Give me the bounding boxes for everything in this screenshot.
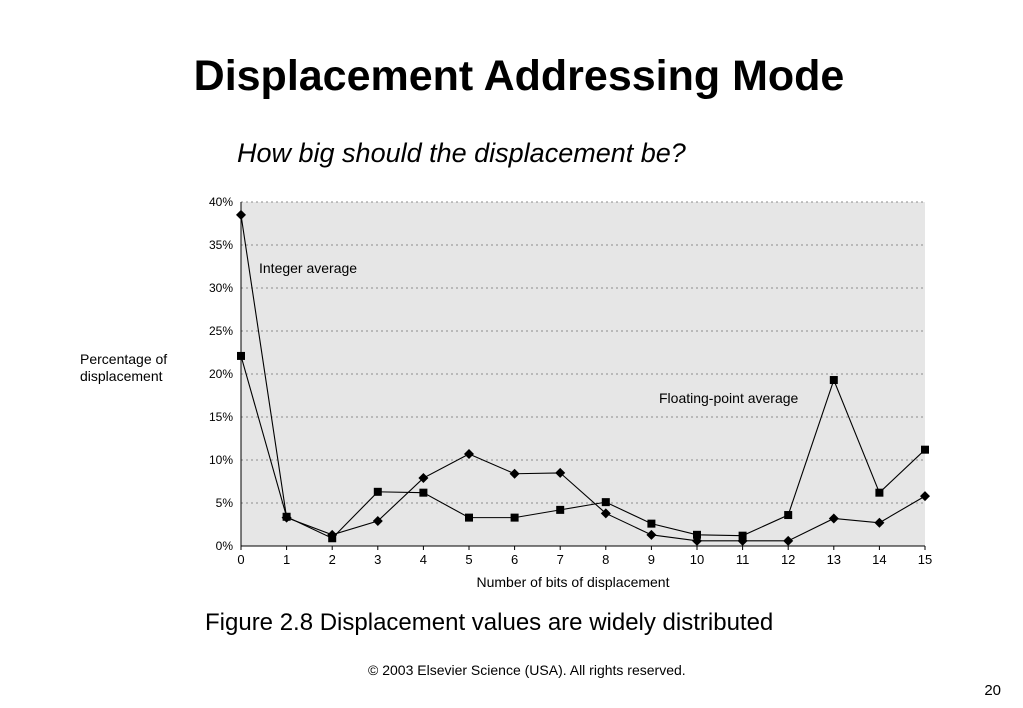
data-point-square xyxy=(784,511,793,520)
figure-caption: Figure 2.8 Displacement values are widel… xyxy=(205,609,774,636)
y-axis-label: Percentage of displacement xyxy=(80,351,167,384)
y-tick-label: 0% xyxy=(216,539,234,553)
data-point-square xyxy=(556,505,565,514)
data-point-diamond xyxy=(372,516,383,527)
y-tick-label: 25% xyxy=(209,324,233,338)
x-tick-label: 9 xyxy=(648,552,655,567)
data-point-diamond xyxy=(828,513,839,524)
y-tick-label: 30% xyxy=(209,281,233,295)
data-point-diamond xyxy=(509,468,520,479)
x-tick-label: 2 xyxy=(329,552,336,567)
x-tick-label: 8 xyxy=(602,552,609,567)
series-line xyxy=(240,214,926,542)
data-point-square xyxy=(465,513,473,522)
slide-title: Displacement Addressing Mode xyxy=(193,52,845,100)
data-point-diamond xyxy=(920,491,930,502)
grid-lines xyxy=(240,201,925,547)
y-axis-label-line: Percentage of xyxy=(80,351,167,367)
data-point-square xyxy=(921,445,929,454)
data-point-diamond xyxy=(418,473,429,484)
x-tick-label: 14 xyxy=(872,552,886,567)
slide-subtitle: How big should the displacement be? xyxy=(237,138,686,168)
copyright-notice: © 2003 Elsevier Science (USA). All right… xyxy=(368,662,686,678)
x-tick-label: 10 xyxy=(690,552,704,567)
series-label-integer: Integer average xyxy=(259,260,357,276)
x-tick-label: 11 xyxy=(736,552,750,567)
data-point-square xyxy=(693,530,701,539)
x-tick-label: 13 xyxy=(827,552,841,567)
series-group xyxy=(236,209,930,546)
y-tick-label: 40% xyxy=(209,195,233,209)
series-line xyxy=(240,355,926,539)
x-tick-label: 0 xyxy=(237,552,244,567)
data-point-diamond xyxy=(236,209,246,220)
data-point-diamond xyxy=(646,529,657,540)
x-axis-ticks: 0 1 2 3 4 5 6 7 8 9 10 11 12 13 14 15 xyxy=(237,546,932,567)
data-point-square xyxy=(373,487,382,496)
data-point-square xyxy=(328,534,337,543)
y-axis-label-line: displacement xyxy=(80,368,163,384)
x-tick-label: 1 xyxy=(283,552,290,567)
data-point-square xyxy=(875,488,884,497)
data-point-square xyxy=(510,513,519,522)
x-tick-label: 12 xyxy=(781,552,795,567)
data-point-square xyxy=(419,488,428,497)
data-point-square xyxy=(237,351,245,360)
x-tick-label: 3 xyxy=(374,552,381,567)
y-tick-label: 20% xyxy=(209,367,233,381)
x-axis-label: Number of bits of displacement xyxy=(477,574,670,590)
data-point-square xyxy=(282,512,291,521)
x-tick-label: 5 xyxy=(465,552,472,567)
x-tick-label: 6 xyxy=(511,552,518,567)
y-tick-label: 15% xyxy=(209,410,233,424)
y-tick-label: 35% xyxy=(209,238,233,252)
data-point-diamond xyxy=(555,467,566,478)
x-tick-label: 4 xyxy=(420,552,427,567)
data-point-diamond xyxy=(783,535,794,546)
data-point-square xyxy=(647,519,656,528)
data-point-diamond xyxy=(464,448,474,459)
data-point-square xyxy=(738,531,747,540)
data-point-square xyxy=(829,376,838,385)
y-tick-label: 10% xyxy=(209,453,233,467)
data-point-square xyxy=(601,498,610,507)
x-tick-label: 7 xyxy=(557,552,564,567)
data-point-diamond xyxy=(600,508,611,519)
data-point-diamond xyxy=(874,517,885,528)
x-tick-label: 15 xyxy=(918,552,932,567)
y-axis-ticks: 0% 5% 10% 15% 20% 25% 30% 35% 40% xyxy=(209,195,233,553)
series-label-floating-point: Floating-point average xyxy=(659,390,799,406)
y-tick-label: 5% xyxy=(216,496,234,510)
page-number: 20 xyxy=(984,682,1001,699)
